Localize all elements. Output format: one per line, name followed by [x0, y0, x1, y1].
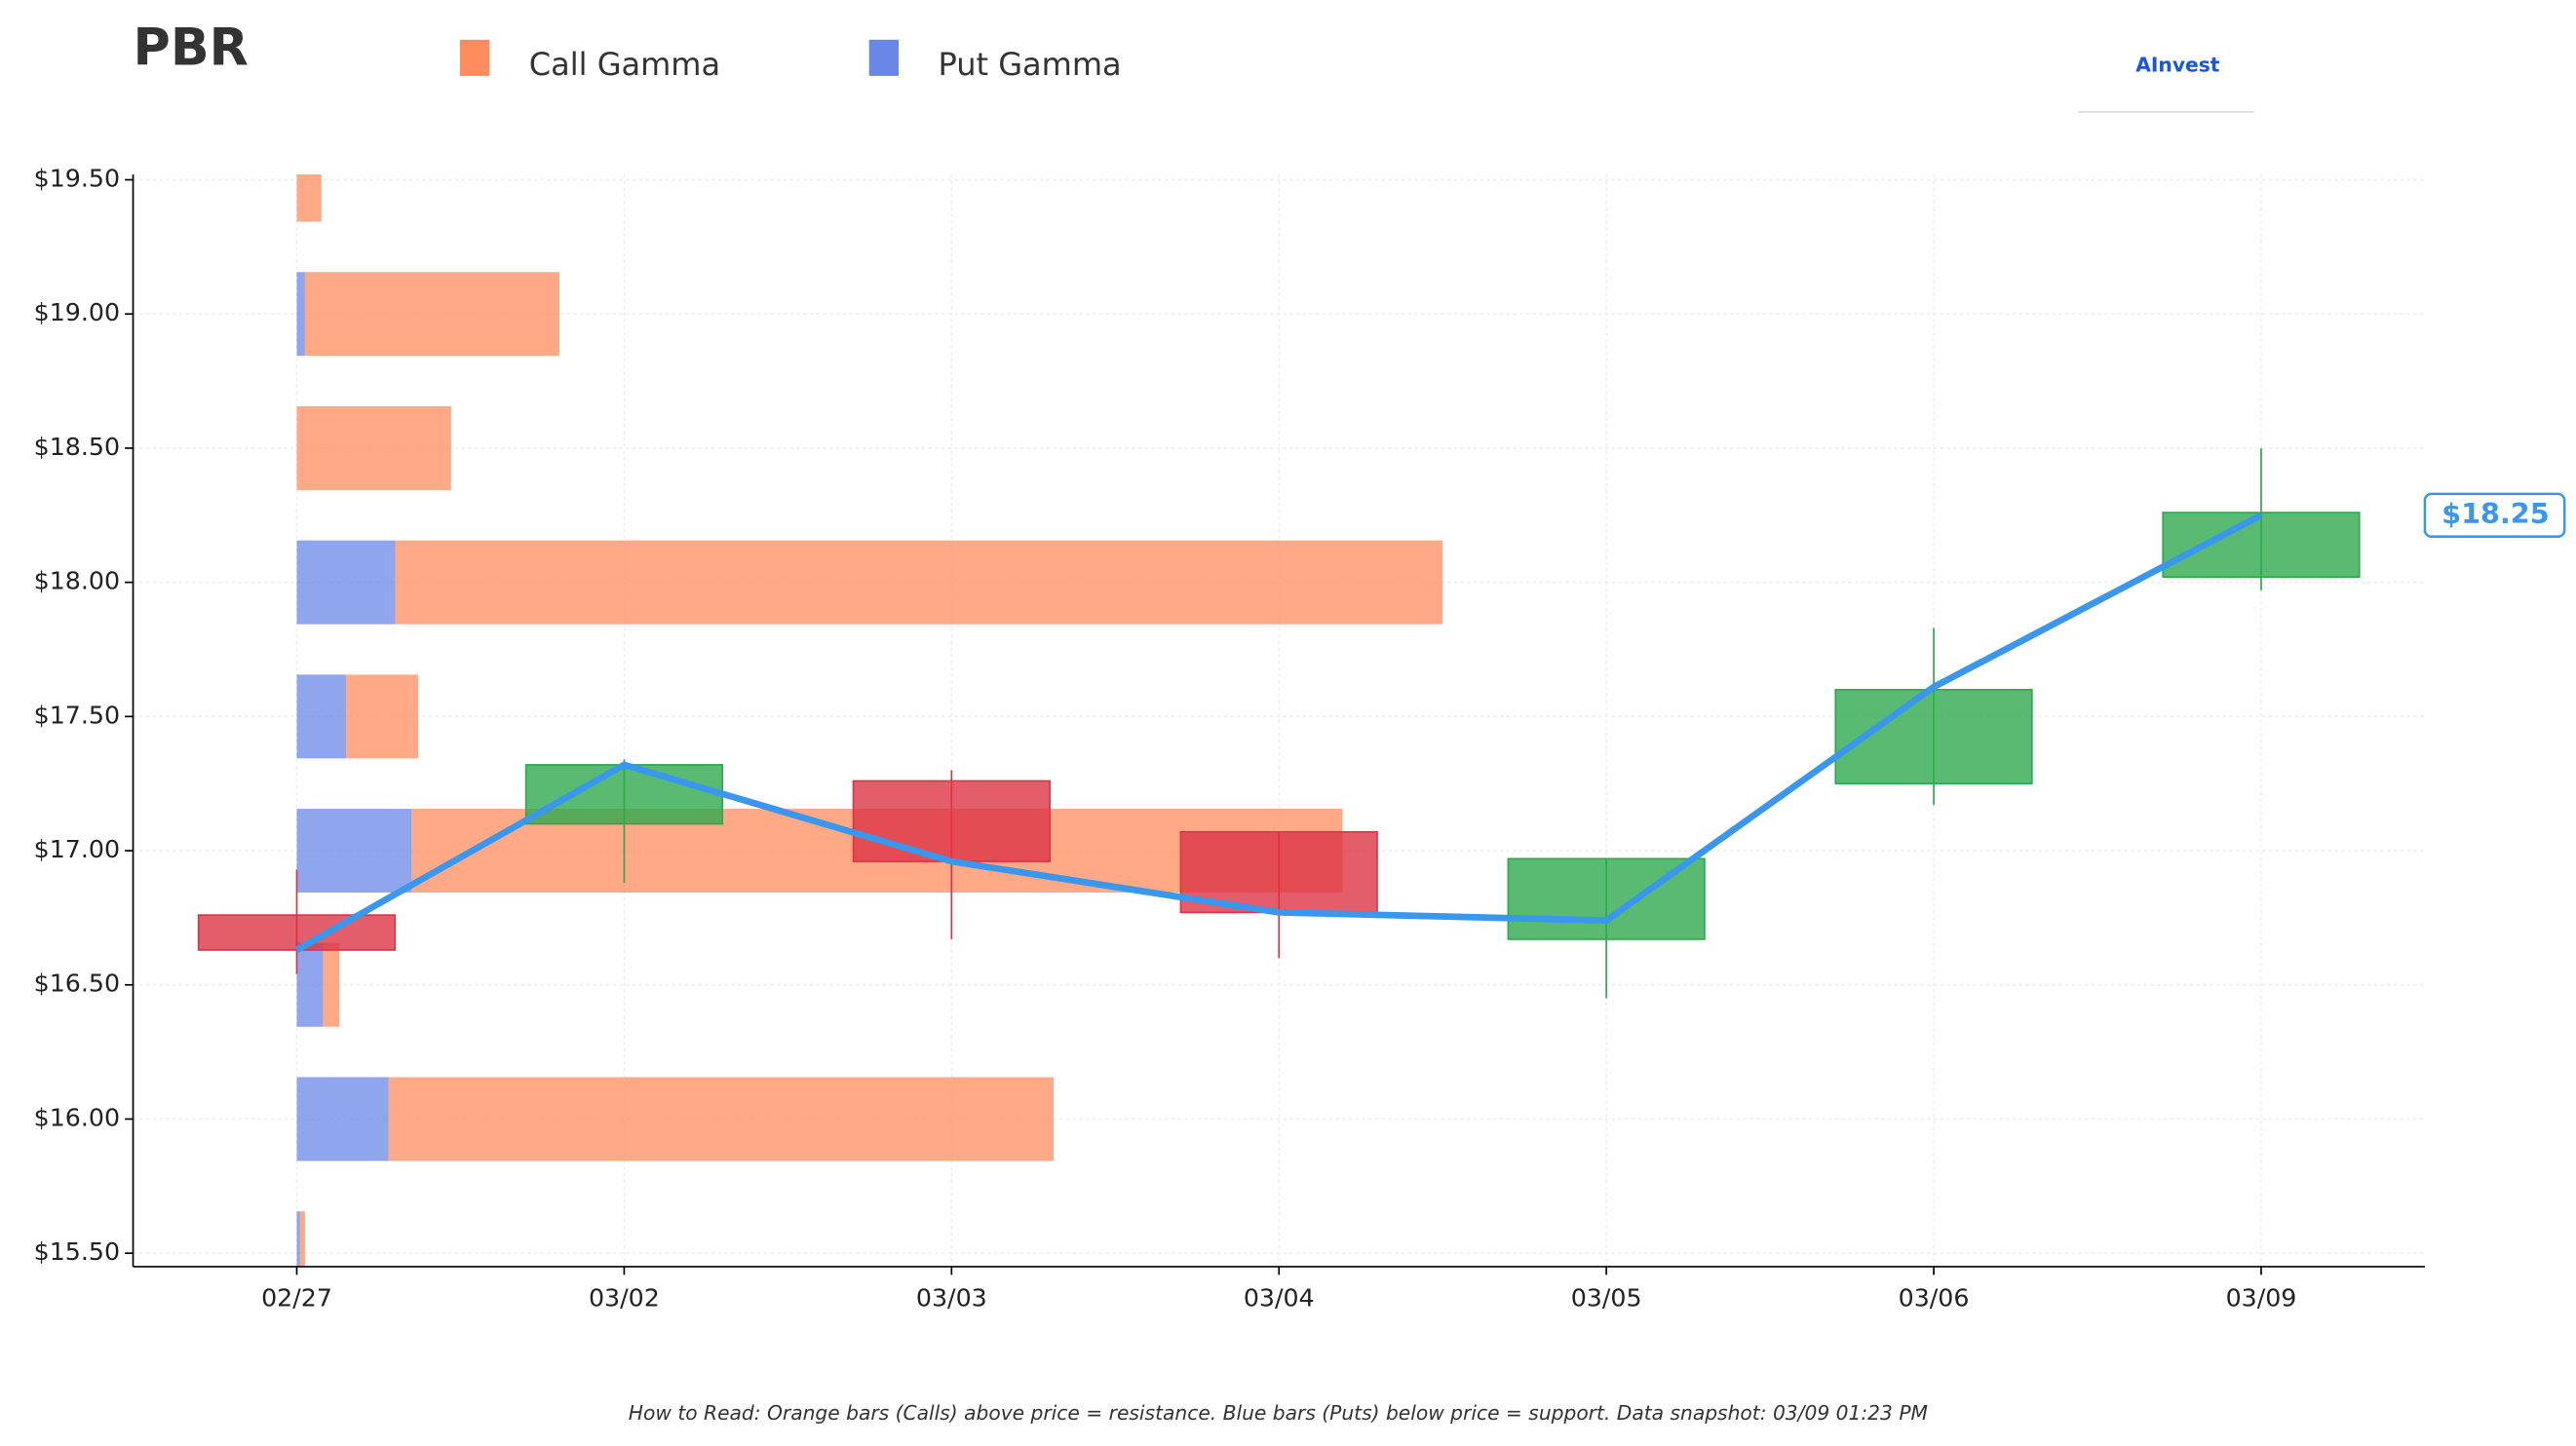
- y-tick-label: $16.50: [34, 970, 120, 998]
- y-tick-label: $18.00: [34, 567, 120, 595]
- gamma-bar: [296, 540, 396, 625]
- gamma-bar: [304, 272, 559, 357]
- x-tick-label: 02/27: [261, 1284, 332, 1313]
- candle-body: [197, 914, 397, 951]
- legend-swatch: [868, 39, 900, 76]
- legend-swatch: [459, 39, 490, 76]
- gamma-bar: [296, 272, 305, 357]
- gamma-bar: [296, 809, 412, 894]
- note: How to Read: Orange bars (Calls) above p…: [629, 1401, 1928, 1425]
- y-tick-label: $18.50: [34, 433, 120, 461]
- y-tick-label: $15.50: [34, 1237, 120, 1266]
- price-label-box: [2423, 492, 2566, 538]
- candle-body: [2162, 512, 2361, 578]
- y-tick-label: $19.00: [34, 298, 120, 326]
- gamma-bar: [296, 1211, 300, 1267]
- x-tick-label: 03/09: [2226, 1284, 2297, 1313]
- gamma-bar: [395, 540, 1443, 625]
- logo: AInvest: [2135, 53, 2219, 76]
- x-tick-label: 03/05: [1571, 1284, 1642, 1313]
- legend-label: Put Gamma: [938, 46, 1121, 83]
- gamma-bar: [299, 1211, 305, 1267]
- gamma-bar: [296, 674, 347, 759]
- legend-label: Call Gamma: [529, 46, 720, 83]
- candle-body: [852, 780, 1051, 862]
- price-line: [294, 512, 2263, 953]
- gamma-bar: [323, 942, 340, 1027]
- y-tick-label: $17.00: [34, 835, 120, 863]
- y-tick-label: $17.50: [34, 701, 120, 729]
- gamma-bar: [388, 1077, 1054, 1161]
- x-tick-label: 03/03: [916, 1284, 987, 1313]
- price-label: $18.25: [2441, 497, 2550, 530]
- gamma-bar: [296, 174, 322, 222]
- gamma-bar: [346, 674, 419, 759]
- x-tick-label: 03/02: [589, 1284, 660, 1313]
- chart-title: PBR: [134, 19, 249, 78]
- gamma-bar: [296, 942, 324, 1027]
- gamma-bar: [296, 405, 451, 490]
- candle-body: [524, 764, 724, 825]
- y-tick-label: $16.00: [34, 1103, 120, 1131]
- x-tick-label: 03/06: [1899, 1284, 1970, 1313]
- x-tick-label: 03/04: [1244, 1284, 1315, 1313]
- gamma-bar: [296, 1077, 389, 1161]
- y-tick-label: $19.50: [34, 165, 120, 193]
